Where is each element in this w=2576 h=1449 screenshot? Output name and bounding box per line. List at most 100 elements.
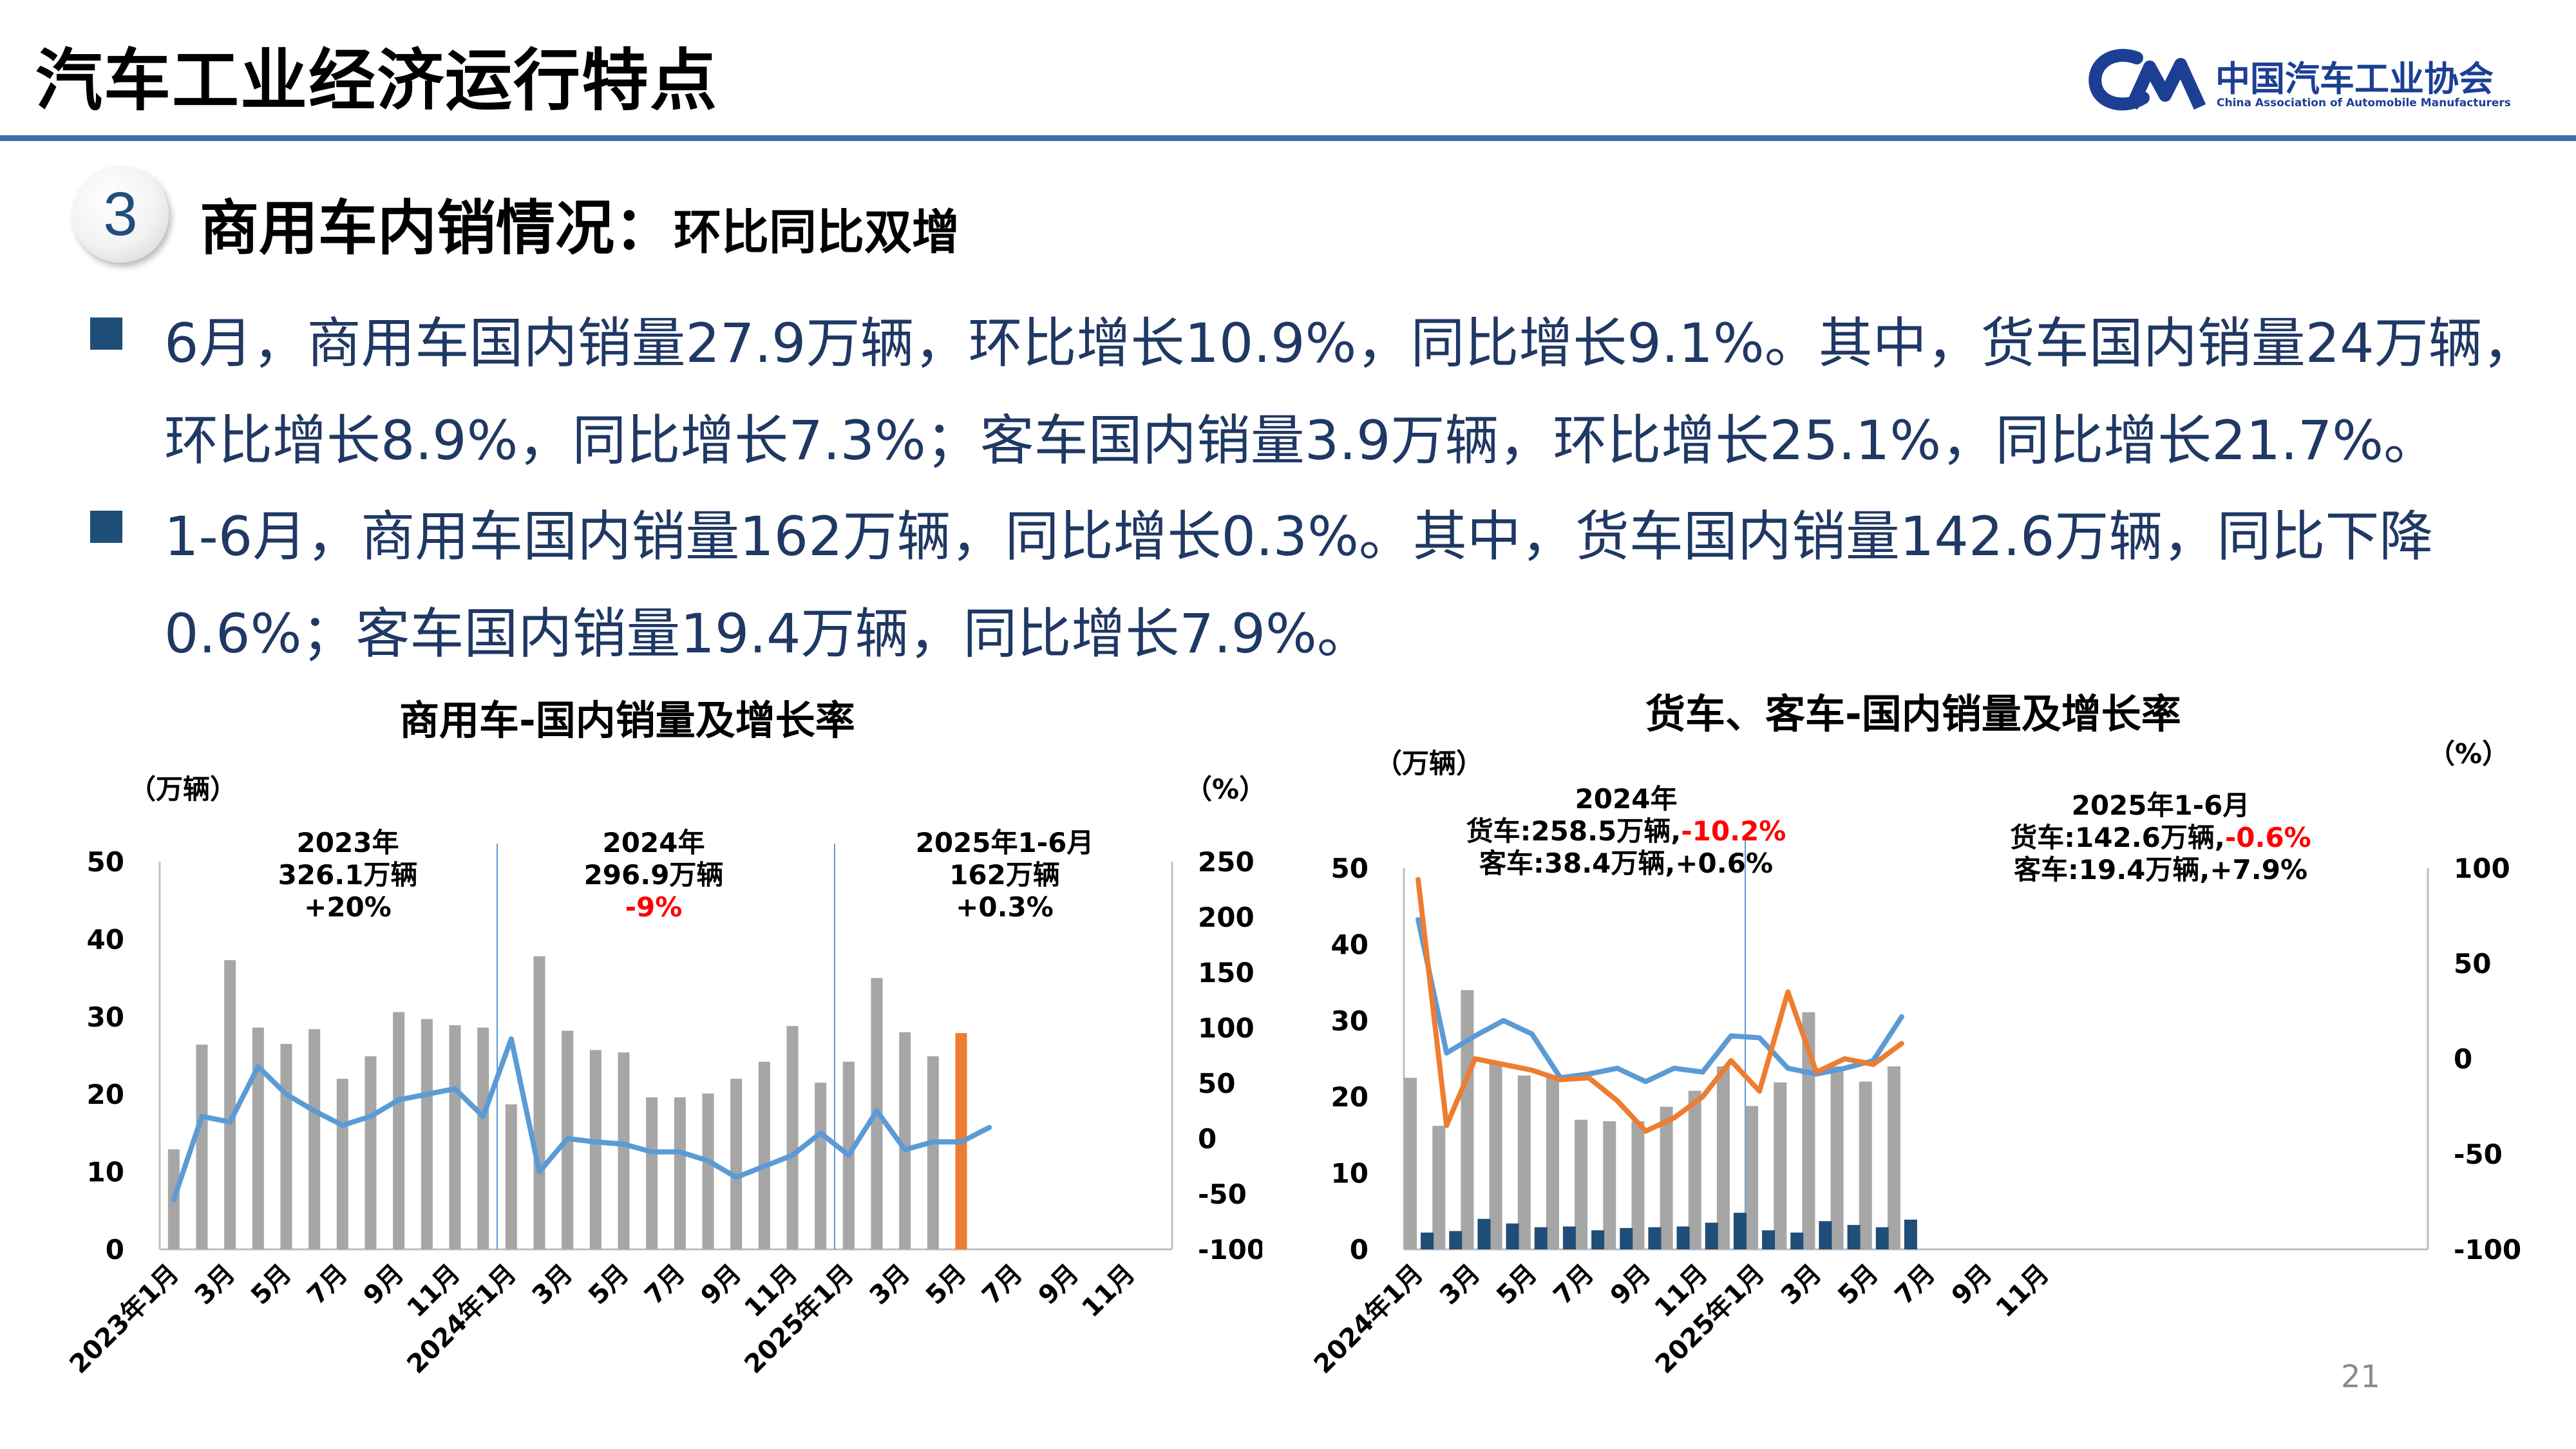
line-bus-yoy-point: [1872, 1063, 1875, 1066]
y-left-tick-label: 40: [1331, 929, 1368, 960]
chart2-annotation-line: 客车:19.4万辆,+7.9%: [2014, 854, 2307, 886]
bar-bus-sales: [1534, 1227, 1548, 1249]
bar-truck-sales: [1517, 1075, 1531, 1249]
chart1-annotation-line: 2023年: [297, 827, 399, 858]
y-right-tick-label: -50: [1198, 1179, 1247, 1210]
bar-domestic-sales: [308, 1029, 321, 1249]
bar-truck-sales: [1774, 1082, 1787, 1249]
line-bus-yoy-point: [1445, 1124, 1448, 1127]
section-number-badge: 3: [72, 166, 169, 263]
bar-bus-sales: [1562, 1226, 1576, 1249]
line-bus-yoy-point: [1730, 1059, 1732, 1062]
chart2-annotation-span: 2024年: [1575, 783, 1678, 815]
line-bus-yoy-point: [1559, 1079, 1562, 1081]
y-left-tick-label: 20: [1331, 1081, 1368, 1113]
bar-domestic-sales: [336, 1079, 348, 1249]
bar-domestic-sales: [899, 1032, 911, 1249]
bar-domestic-sales: [280, 1043, 292, 1249]
line-truck-yoy-point: [1473, 1034, 1476, 1037]
line-yoy-growth-point: [819, 1132, 822, 1134]
x-tick-label: 7月: [1548, 1259, 1600, 1311]
x-tick-label: 3月: [527, 1259, 578, 1311]
bar-truck-sales: [1603, 1121, 1616, 1249]
bar-domestic-sales: [815, 1083, 827, 1249]
x-tick-label: 5月: [1491, 1259, 1542, 1311]
x-tick-label: 7月: [639, 1259, 690, 1311]
line-truck-yoy-point: [1445, 1052, 1448, 1054]
bar-truck-sales: [1716, 1066, 1730, 1249]
y-right-unit-label: （%）: [1185, 773, 1262, 805]
x-tick-label: 3月: [1434, 1259, 1486, 1311]
bar-truck-sales: [1830, 1066, 1844, 1249]
bar-bus-sales: [1790, 1232, 1804, 1249]
line-yoy-growth-point: [229, 1121, 231, 1123]
bar-bus-sales: [1421, 1232, 1434, 1249]
bar-bus-sales: [1762, 1230, 1776, 1249]
bar-bus-sales: [1904, 1219, 1917, 1249]
bar-domestic-sales: [927, 1056, 939, 1249]
line-bus-yoy-point: [1473, 1057, 1476, 1060]
bar-domestic-sales: [224, 960, 236, 1249]
line-truck-yoy: [1416, 916, 1904, 1084]
line-bus-yoy-point: [1758, 1090, 1761, 1092]
bar-truck-sales: [1461, 990, 1474, 1249]
line-truck-yoy-point: [1644, 1081, 1647, 1083]
section-title: 商用车内销情况：环比同比双增: [200, 180, 960, 266]
line-truck-yoy-point: [1417, 918, 1419, 921]
line-yoy-growth-point: [763, 1165, 766, 1168]
line-bus-yoy-point: [1502, 1063, 1505, 1066]
line-bus-yoy-point: [1900, 1042, 1903, 1045]
bar-domestic-sales: [196, 1045, 208, 1249]
bar-bus-sales: [1705, 1222, 1718, 1249]
line-yoy-growth-point: [650, 1151, 653, 1153]
chart2-annotation-span: 货车:142.6万辆,: [2010, 822, 2225, 853]
y-left-tick-label: 50: [87, 846, 124, 878]
bullet-text-1-cont: 环比增长8.9%，同比增长7.3%；客车国内销量3.9万辆，环比增长25.1%，…: [164, 409, 2438, 472]
x-tick-label: 5月: [920, 1259, 972, 1311]
slide-title: 汽车工业经济运行特点: [35, 41, 719, 120]
y-left-tick-label: 0: [1350, 1234, 1368, 1265]
line-truck-yoy-point: [1844, 1067, 1846, 1070]
line-yoy-growth-point: [707, 1159, 709, 1162]
chart1-annotation-line: 2024年: [603, 827, 705, 858]
bar-bus-sales: [1477, 1218, 1491, 1249]
y-right-tick-label: 0: [2454, 1043, 2472, 1075]
logo-name-cn: 中国汽车工业协会: [2215, 59, 2494, 99]
bar-bus-sales: [1733, 1213, 1747, 1249]
chart2-annotation-line: 客车:38.4万辆,+0.6%: [1479, 848, 1773, 879]
chart1-annotation-line: +20%: [304, 891, 392, 923]
bar-domestic-sales: [365, 1056, 377, 1249]
chart2-annotation-span: 客车:19.4万辆,+7.9%: [2014, 854, 2307, 886]
line-truck-yoy-point: [1616, 1067, 1618, 1070]
bar-truck-sales: [1660, 1106, 1673, 1249]
bar-domestic-sales: [393, 1012, 405, 1249]
line-truck-yoy-point: [1701, 1071, 1704, 1074]
bar-bus-sales: [1591, 1230, 1605, 1249]
bar-domestic-sales: [618, 1052, 630, 1249]
bar-truck-sales: [1887, 1066, 1900, 1249]
chart2-annotation-span: 2025年1-6月: [2072, 790, 2250, 821]
bar-domestic-sales: [449, 1025, 461, 1249]
chart2-annotation-span: 货车:258.5万辆,: [1466, 815, 1681, 847]
y-left-tick-label: 30: [87, 1001, 124, 1033]
line-bus-yoy-point: [1844, 1057, 1846, 1060]
line-yoy-growth-point: [679, 1151, 681, 1153]
line-bus-yoy-point: [1673, 1117, 1676, 1119]
y-right-tick-label: 50: [2454, 948, 2491, 980]
line-bus-yoy-point: [1644, 1130, 1647, 1132]
bar-bus-sales: [1620, 1227, 1633, 1249]
line-yoy-growth-point: [932, 1141, 934, 1143]
bar-truck-sales: [1575, 1119, 1588, 1249]
chart1-annotation-line: 326.1万辆: [278, 859, 418, 891]
x-tick-label: 3月: [189, 1259, 241, 1311]
bar-domestic-sales: [646, 1097, 658, 1249]
bar-domestic-sales: [477, 1027, 489, 1249]
chart2-annotation-span: 客车:38.4万辆,+0.6%: [1479, 848, 1773, 879]
caam-logo-mark: [2088, 48, 2206, 111]
chart1-annotation-line: 162万辆: [949, 859, 1060, 891]
bullet-marker-1: [90, 317, 122, 350]
line-yoy-growth-point: [876, 1110, 878, 1112]
line-yoy-growth-point: [397, 1099, 400, 1101]
line-yoy-growth-point: [510, 1037, 513, 1040]
